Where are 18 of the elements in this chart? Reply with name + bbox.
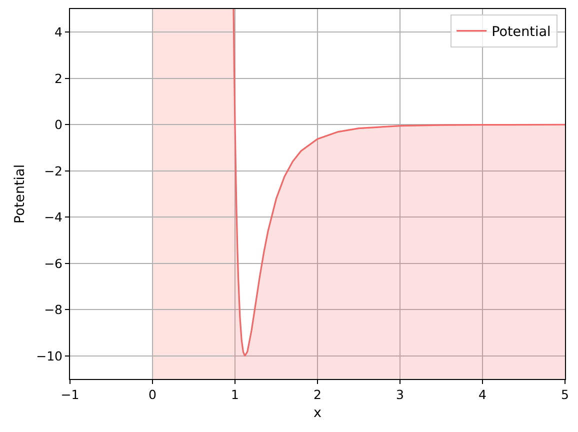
x-tick-label: 3 [396,387,404,402]
y-axis-title: Potential [12,164,28,224]
legend-label: Potential [492,24,551,40]
y-tick-label: −10 [36,348,63,364]
x-tick-label: 2 [314,387,322,402]
x-tick-label: 4 [478,387,487,402]
x-tick-label: 5 [561,387,569,402]
y-tick-label: 0 [54,117,63,132]
y-tick-label: 2 [54,70,62,86]
y-tick-label: 4 [54,24,63,40]
y-tick-label: −2 [44,163,62,178]
y-tick-label: −6 [44,256,63,271]
x-tick-label: 1 [231,387,239,402]
x-tick-label: −1 [60,387,80,402]
y-tick-label: −8 [44,302,63,318]
x-axis-title: x [314,404,322,421]
y-tick-label: −4 [44,210,63,225]
x-tick-label: 0 [148,387,157,402]
